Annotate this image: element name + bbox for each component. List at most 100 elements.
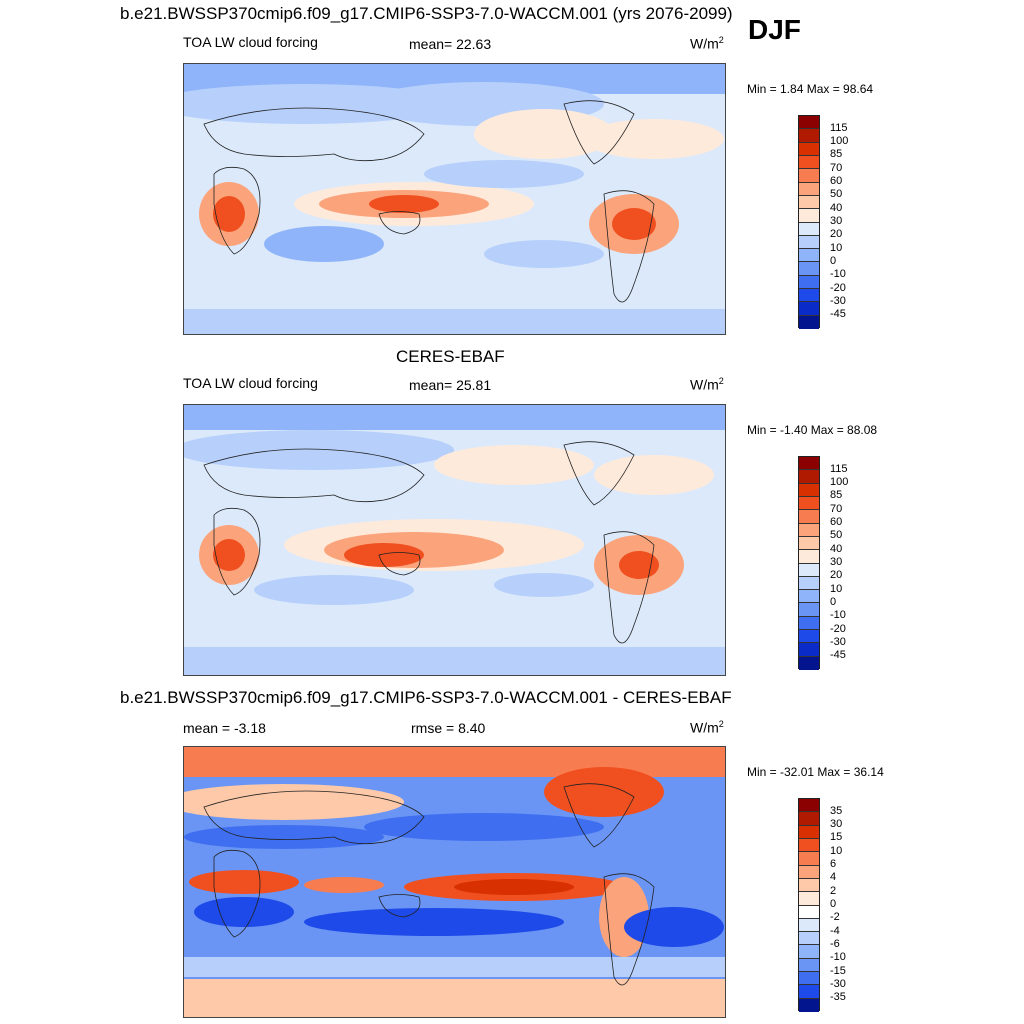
panel2-colorbar-swatch (799, 656, 819, 670)
panel1-colorbar-swatch (799, 195, 819, 210)
panel2-colorbar-swatch (799, 563, 819, 577)
panel3-colorbar-label: -35 (830, 991, 846, 1004)
panel2-colorbar-label: 0 (830, 595, 837, 608)
panel1-colorbar-label: 0 (830, 254, 837, 267)
panel1-colorbar-swatch (799, 209, 819, 223)
panel3-colorbar-swatch (799, 799, 819, 813)
panel3-colorbar-swatch (799, 985, 819, 999)
panel3-colorbar-swatch (799, 998, 819, 1012)
panel1-colorbar-label: 20 (830, 228, 843, 241)
panel2-units: W/m2 (690, 376, 724, 393)
panel3-colorbar-swatch (799, 905, 819, 919)
panel1-colorbar-swatch (799, 315, 819, 329)
panel2-map (183, 404, 726, 676)
panel1-mean: mean= 22.63 (409, 36, 492, 52)
panel3-colorbar-swatch (799, 972, 819, 986)
panel3-colorbar-label: 30 (830, 818, 843, 831)
panel2-colorbar-swatch (799, 510, 819, 524)
panel1-colorbar-label: 10 (830, 241, 843, 254)
panel1-colorbar-swatch (799, 249, 819, 263)
panel1-colorbar-label: -45 (830, 308, 846, 321)
panel1-colorbar-swatch (799, 182, 819, 196)
panel2-colorbar-swatch (799, 496, 819, 511)
panel3-colorbar-label: -6 (830, 937, 840, 950)
panel1-colorbar (798, 115, 820, 329)
panel1-colorbar-swatch (799, 222, 819, 236)
panel2-colorbar-swatch (799, 550, 819, 564)
panel1-colorbar-swatch (799, 155, 819, 170)
panel2-colorbar-label: 100 (830, 476, 849, 489)
panel3-colorbar-label: -10 (830, 951, 846, 964)
panel2-colorbar-label: -10 (830, 609, 846, 622)
panel3-colorbar-swatch (799, 878, 819, 893)
panel1-colorbar-label: 50 (830, 188, 843, 201)
panel1-units: W/m2 (690, 35, 724, 52)
panel1-colorbar-label: 70 (830, 161, 843, 174)
panel3-colorbar-swatch (799, 825, 819, 839)
panel2-title: CERES-EBAF (396, 347, 505, 366)
panel1-colorbar-label: 100 (830, 135, 849, 148)
panel2-colorbar-swatch (799, 576, 819, 591)
panel1-map (183, 63, 726, 335)
panel1-colorbar-label: 30 (830, 215, 843, 227)
panel2-mean: mean= 25.81 (409, 377, 492, 393)
panel2-colorbar-label: 115 (830, 462, 848, 475)
panel1-colorbar-label: -20 (830, 281, 846, 294)
panel1-colorbar-label: 60 (830, 175, 843, 188)
panel3-colorbar-swatch (799, 812, 819, 826)
panel1-colorbar-label: -30 (830, 294, 846, 307)
panel2-colorbar-label: 70 (830, 502, 843, 515)
panel2-colorbar-swatch (799, 457, 819, 471)
season-label: DJF (748, 14, 801, 45)
panel2-colorbar-label: 85 (830, 489, 843, 502)
panel3-colorbar-swatch (799, 838, 819, 853)
panel3-colorbar-label: 10 (830, 844, 843, 857)
panel2-colorbar-swatch (799, 643, 819, 657)
panel2-colorbar-label: -45 (830, 649, 846, 662)
panel2-minmax: Min = -1.40 Max = 88.08 (747, 423, 878, 437)
panel1-colorbar-swatch (799, 235, 819, 250)
panel3-colorbar-swatch (799, 945, 819, 959)
panel1-colorbar-swatch (799, 169, 819, 183)
panel2-colorbar (798, 456, 820, 670)
panel1-colorbar-swatch (799, 116, 819, 130)
panel2-colorbar-swatch (799, 616, 819, 631)
panel3-colorbar-swatch (799, 932, 819, 946)
panel2-colorbar-swatch (799, 523, 819, 537)
panel1-colorbar-swatch (799, 142, 819, 156)
panel1-colorbar-swatch (799, 289, 819, 303)
panel3-colorbar-label: 6 (830, 858, 837, 871)
panel1-colorbar-swatch (799, 262, 819, 276)
panel3-colorbar-label: -2 (830, 911, 840, 924)
panel3-title: b.e21.BWSSP370cmip6.f09_g17.CMIP6-SSP3-7… (120, 688, 732, 707)
panel3-colorbar-swatch (799, 892, 819, 906)
panel3-mean: mean = -3.18 (183, 720, 266, 736)
panel2-colorbar-label: 20 (830, 569, 843, 582)
panel1-minmax: Min = 1.84 Max = 98.64 (747, 82, 874, 96)
panel2-colorbar-label: 30 (830, 556, 843, 568)
panel3-colorbar-label: -4 (830, 924, 840, 937)
panel2-colorbar-swatch (799, 483, 819, 497)
panel1-colorbar-label: 40 (830, 201, 843, 214)
panel2-colorbar-label: 40 (830, 542, 843, 555)
panel2-colorbar-swatch (799, 590, 819, 604)
panel3-map (183, 746, 726, 1018)
panel2-colorbar-swatch (799, 536, 819, 551)
panel3-colorbar-swatch (799, 852, 819, 866)
panel2-colorbar-swatch (799, 603, 819, 617)
panel2-colorbar-label: 50 (830, 529, 843, 542)
panel3-colorbar-swatch (799, 865, 819, 879)
panel3-colorbar-label: -15 (830, 964, 846, 977)
panel3-colorbar-label: 0 (830, 898, 837, 910)
panel1-colorbar-label: 85 (830, 148, 843, 161)
panel3-colorbar-swatch (799, 918, 819, 933)
panel1-colorbar-label: 115 (830, 121, 848, 134)
panel1-colorbar-label: -10 (830, 268, 846, 281)
panel1-colorbar-swatch (799, 275, 819, 290)
panel1-variable-label: TOA LW cloud forcing (183, 34, 318, 50)
panel2-colorbar-label: -20 (830, 622, 846, 635)
panel2-colorbar-label: 60 (830, 516, 843, 529)
panel3-minmax: Min = -32.01 Max = 36.14 (747, 765, 884, 779)
panel3-colorbar (798, 798, 820, 1012)
panel3-colorbar-label: 4 (830, 871, 837, 884)
